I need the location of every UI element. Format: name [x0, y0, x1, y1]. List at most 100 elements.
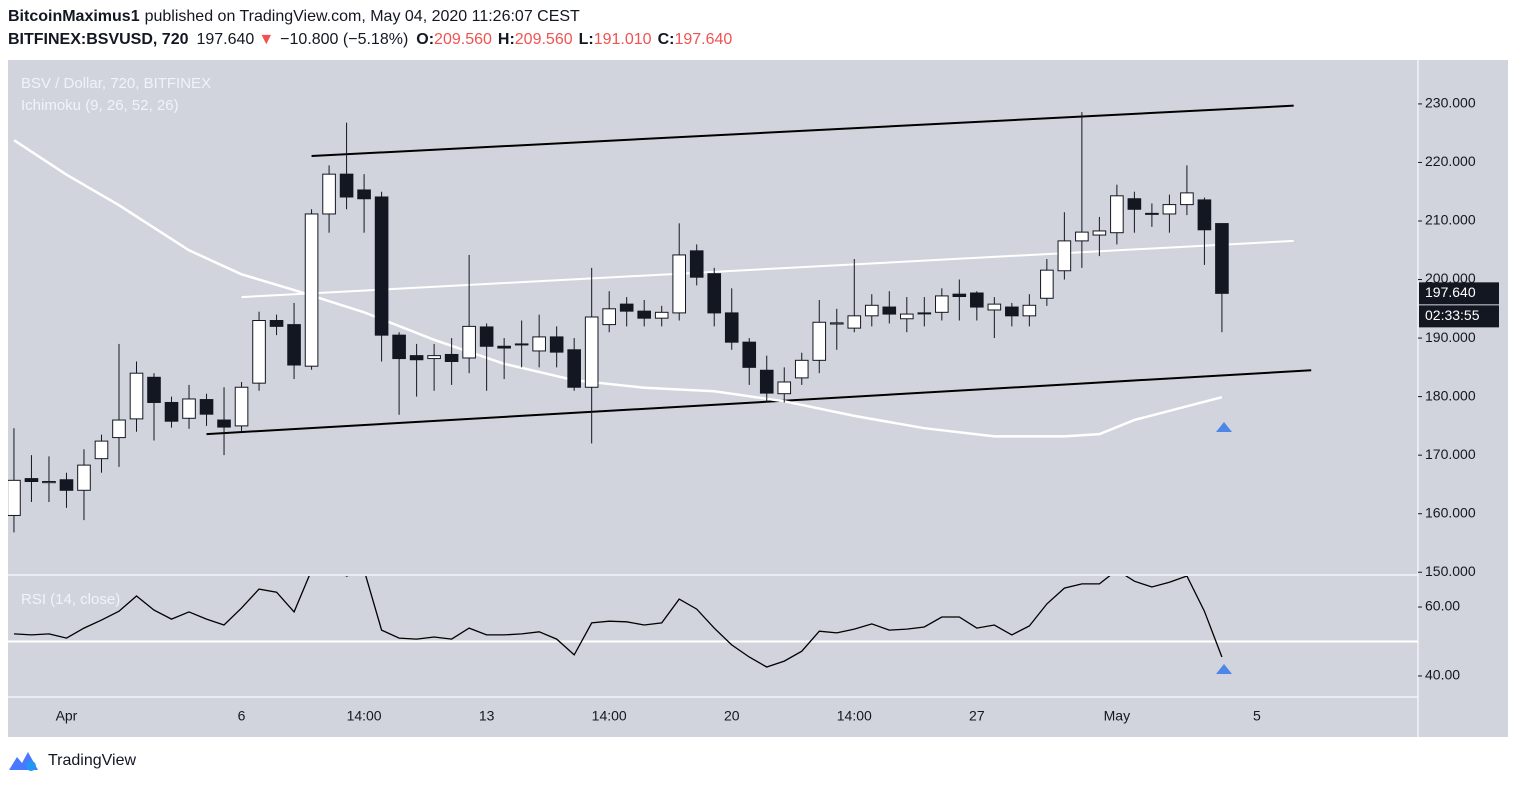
candle-body [1162, 204, 1177, 215]
candle-body [304, 213, 319, 367]
candle-body [374, 196, 389, 336]
candle-body [462, 325, 476, 359]
candle-body [829, 322, 844, 325]
candle-body [1040, 269, 1054, 299]
candle-body [287, 324, 301, 366]
candle-body [724, 312, 739, 343]
x-tick-label: 14:00 [347, 708, 382, 724]
candle-body [602, 308, 616, 326]
x-tick-label: 27 [969, 708, 985, 724]
candle-body [777, 381, 792, 395]
y-tick-label: 230.000 [1425, 95, 1476, 111]
symbol: BITFINEX:BSVUSD, 720 [8, 31, 189, 48]
candle-body [514, 343, 529, 346]
candle-body [847, 315, 862, 329]
candle-body [24, 478, 39, 483]
candle-body [164, 401, 179, 422]
x-tick-label: 5 [1253, 708, 1261, 724]
brand: TradingView [48, 752, 136, 769]
y-tick-label: 60.00 [1425, 598, 1460, 614]
candle-body [59, 479, 74, 491]
candle-body [479, 326, 494, 347]
candle-body [234, 386, 249, 427]
candle-body [549, 336, 564, 353]
y-tick-label: 200.000 [1425, 270, 1476, 286]
signal-marker [1216, 664, 1232, 674]
candle-body [8, 479, 21, 516]
candle-body [987, 303, 1002, 311]
candle-body [357, 189, 371, 200]
published: published on TradingView.com, May 04, 20… [145, 8, 580, 25]
candle-body [217, 419, 231, 428]
x-tick-label: 6 [238, 708, 246, 724]
x-tick-label: Apr [56, 708, 78, 724]
x-tick-label: 20 [724, 708, 740, 724]
header-line-1: BitcoinMaximus1 published on TradingView.… [8, 8, 580, 25]
candle-body [689, 250, 704, 278]
trendline [241, 239, 1294, 299]
y-tick-label: 180.000 [1425, 387, 1476, 403]
ohlc-label: L: [579, 31, 594, 48]
y-tick-label: 170.000 [1425, 446, 1476, 462]
y-tick-label: 160.000 [1425, 504, 1476, 520]
rsi-title: RSI (14, close) [21, 591, 120, 608]
candle-body [147, 376, 161, 403]
signal-marker [1216, 422, 1232, 432]
candle-body [567, 349, 581, 388]
candle-body [497, 345, 511, 349]
candle-body [339, 173, 354, 198]
ohlc-value: 191.010 [594, 31, 652, 48]
candle-body [672, 254, 687, 314]
candle-body [1005, 306, 1019, 317]
ohlc-value: 209.560 [434, 31, 492, 48]
arrow: ▼ [258, 31, 274, 48]
candle-body [707, 273, 722, 314]
candle-body [952, 293, 967, 298]
last-price-label: 197.640 [1425, 284, 1476, 300]
candle-body [759, 369, 774, 394]
axes: 150.000 160.000 170.000 180.000 190.000 200.0… [56, 95, 1499, 724]
candle-body [252, 320, 266, 384]
ohlc-label: C: [658, 31, 675, 48]
candle-body [1092, 230, 1107, 236]
candle-body [392, 334, 406, 360]
candle-body [1057, 240, 1072, 272]
candle-body [584, 316, 599, 388]
candle-body [199, 399, 214, 415]
ohlc-label: H: [498, 31, 515, 48]
candle-body [882, 306, 897, 315]
change: −10.800 (−5.18%) [280, 31, 408, 48]
candle-body [532, 336, 546, 352]
candle-body [112, 419, 126, 439]
candle-body [427, 355, 441, 360]
candle-body [1022, 304, 1037, 317]
legend-title: BSV / Dollar, 720, BITFINEX [21, 75, 211, 92]
candle-body [812, 321, 827, 361]
candle-body [322, 173, 336, 215]
candle-body [917, 312, 932, 315]
candle-body [129, 372, 144, 420]
candle-body [794, 359, 809, 379]
countdown: 02:33:55 [1425, 307, 1480, 323]
ohlc-value: 197.640 [674, 31, 732, 48]
brand-logo [9, 752, 38, 771]
x-tick-label: 14:00 [837, 708, 872, 724]
y-tick-label: 220.000 [1425, 153, 1476, 169]
candle-body [42, 481, 56, 484]
trendline [206, 369, 1312, 436]
candle-body [619, 303, 634, 312]
ohlc-label: O: [416, 31, 434, 48]
ohlc-value: 209.560 [515, 31, 573, 48]
rsi-pane [8, 576, 1418, 668]
countdown-tag [1419, 305, 1499, 328]
candle-body [637, 310, 652, 319]
rsi-line [13, 576, 1223, 668]
x-tick-label: 13 [479, 708, 495, 724]
candle-body [1180, 192, 1194, 206]
last: 197.640 [196, 31, 254, 48]
candle-body [94, 440, 109, 460]
legend-indicator: Ichimoku (9, 26, 52, 26) [21, 97, 179, 114]
candle-body [1110, 195, 1124, 234]
moving-line [13, 139, 1223, 438]
